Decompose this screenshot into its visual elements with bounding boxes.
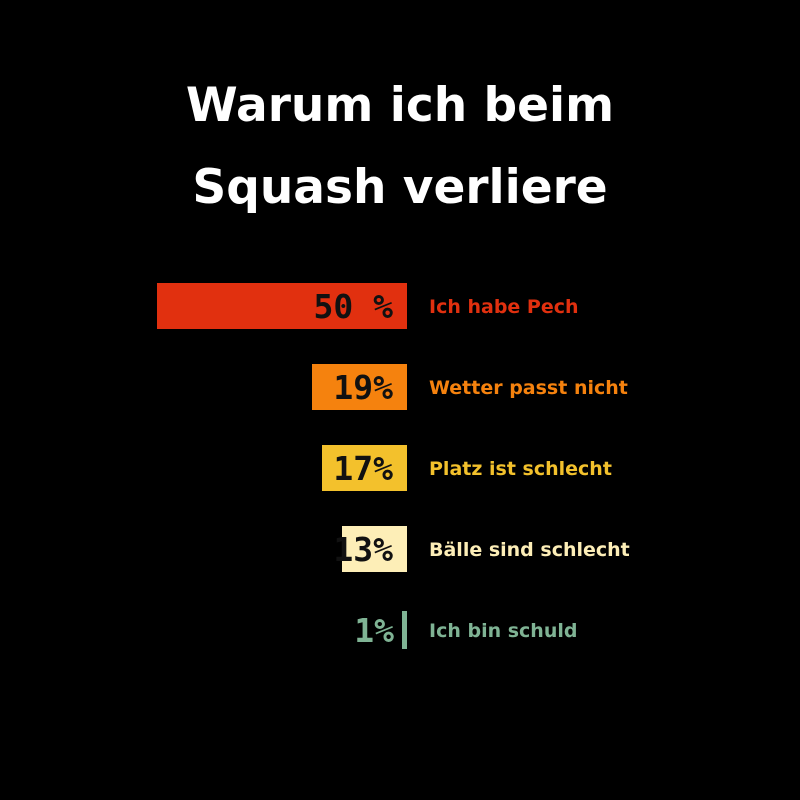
value-label-3: 17% [333,449,393,488]
value-label-2: 19% [333,368,393,407]
value-label-5: 1% [354,611,394,650]
category-label-4: Bälle sind schlecht [429,539,630,561]
bar-1 [157,283,407,329]
category-label-1: Ich habe Pech [429,296,579,318]
value-label-1: 50 % [314,287,394,326]
bar-4 [342,526,407,572]
chart-title-line-1: Warum ich beim [185,78,615,133]
bar-5 [402,611,407,649]
chart-title-line-2: Squash verliere [192,160,608,215]
category-label-2: Wetter passt nicht [429,377,628,399]
value-label-4: 13% [333,530,393,569]
bar-3 [322,445,407,491]
category-label-3: Platz ist schlecht [429,458,612,480]
bar-2 [312,364,407,410]
category-label-5: Ich bin schuld [429,620,577,642]
